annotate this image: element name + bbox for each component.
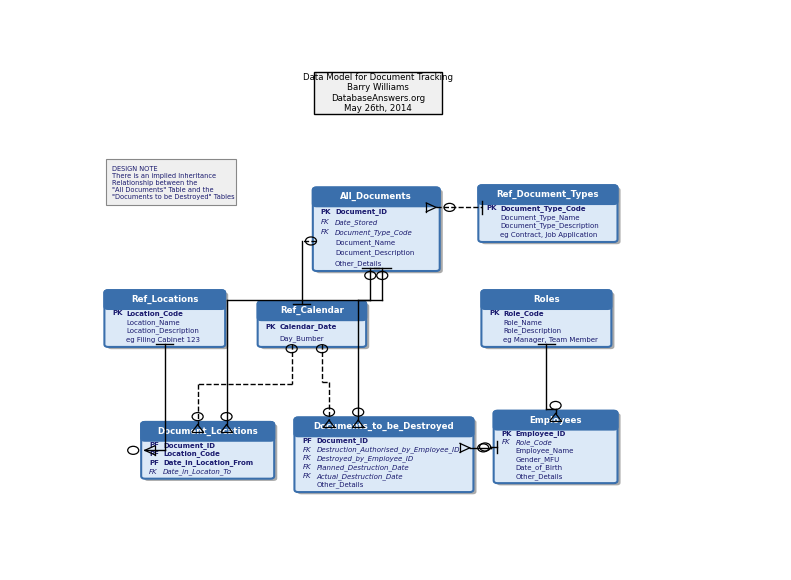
Text: FK: FK xyxy=(302,464,311,470)
Text: FK: FK xyxy=(302,447,311,452)
Text: Data Model for Document Tracking
Barry Williams
DatabaseAnswers.org
May 26th, 20: Data Model for Document Tracking Barry W… xyxy=(303,73,452,113)
Text: PK: PK xyxy=(266,324,276,330)
FancyBboxPatch shape xyxy=(482,187,621,244)
FancyBboxPatch shape xyxy=(261,303,369,349)
Text: Document_Description: Document_Description xyxy=(335,249,414,256)
Text: Location_Code: Location_Code xyxy=(127,310,184,317)
Text: PF: PF xyxy=(149,460,159,466)
Text: All_Documents: All_Documents xyxy=(340,193,412,201)
Text: FK: FK xyxy=(321,219,329,225)
FancyBboxPatch shape xyxy=(482,290,611,347)
Text: Document_Type_Name: Document_Type_Name xyxy=(501,214,580,220)
Text: Role_Code: Role_Code xyxy=(504,310,544,317)
Text: Actual_Destruction_Date: Actual_Destruction_Date xyxy=(316,473,403,480)
FancyBboxPatch shape xyxy=(297,420,476,494)
Text: Gender_MFU: Gender_MFU xyxy=(516,456,560,463)
FancyBboxPatch shape xyxy=(258,302,366,320)
Text: Role_Name: Role_Name xyxy=(504,319,543,325)
FancyBboxPatch shape xyxy=(108,292,229,349)
Text: Ref_Document_Types: Ref_Document_Types xyxy=(497,190,599,199)
FancyBboxPatch shape xyxy=(497,413,621,485)
FancyBboxPatch shape xyxy=(141,422,274,478)
FancyBboxPatch shape xyxy=(316,190,443,273)
Text: Employees: Employees xyxy=(529,416,582,425)
FancyBboxPatch shape xyxy=(141,422,274,441)
Text: Date_of_Birth: Date_of_Birth xyxy=(516,465,563,471)
Text: PF: PF xyxy=(149,451,159,457)
Text: FK: FK xyxy=(302,455,311,462)
Text: Location_Code: Location_Code xyxy=(163,451,220,458)
Text: Document_Locations: Document_Locations xyxy=(157,427,258,436)
Text: eg Filing Cabinet 123: eg Filing Cabinet 123 xyxy=(127,337,200,343)
Text: Role_Description: Role_Description xyxy=(504,328,562,335)
Text: Role_Code: Role_Code xyxy=(516,439,552,445)
Text: Other_Details: Other_Details xyxy=(335,260,382,267)
Text: Document_ID: Document_ID xyxy=(316,437,369,444)
Text: Ref_Calendar: Ref_Calendar xyxy=(280,306,344,316)
Text: Location_Name: Location_Name xyxy=(127,319,180,325)
Text: Date_Stored: Date_Stored xyxy=(335,219,378,226)
Text: Calendar_Date: Calendar_Date xyxy=(280,323,337,330)
FancyBboxPatch shape xyxy=(479,185,618,242)
Text: PK: PK xyxy=(490,310,500,316)
Text: FK: FK xyxy=(321,229,329,235)
Text: Location_Description: Location_Description xyxy=(127,328,199,335)
FancyBboxPatch shape xyxy=(484,292,615,349)
FancyBboxPatch shape xyxy=(312,187,440,271)
FancyBboxPatch shape xyxy=(482,290,611,309)
Text: Document_Type_Code: Document_Type_Code xyxy=(501,205,586,212)
Text: Destruction_Authorised_by_Employee_ID: Destruction_Authorised_by_Employee_ID xyxy=(316,446,460,453)
Text: Roles: Roles xyxy=(533,295,560,304)
FancyBboxPatch shape xyxy=(494,411,618,430)
Text: Planned_Destruction_Date: Planned_Destruction_Date xyxy=(316,464,409,471)
Text: Document_Name: Document_Name xyxy=(335,240,395,246)
Text: DESIGN NOTE
There is an implied Inheritance
Relationship between the
"All Docume: DESIGN NOTE There is an implied Inherita… xyxy=(112,166,235,200)
Text: PK: PK xyxy=(321,209,331,215)
Text: Employee_Name: Employee_Name xyxy=(516,447,574,454)
FancyBboxPatch shape xyxy=(144,424,278,481)
FancyBboxPatch shape xyxy=(494,411,618,483)
Text: PF: PF xyxy=(149,442,159,448)
Text: Day_Bumber: Day_Bumber xyxy=(280,335,324,342)
Text: PK: PK xyxy=(501,431,512,437)
FancyBboxPatch shape xyxy=(104,290,225,347)
Text: Other_Details: Other_Details xyxy=(316,481,364,488)
Text: Employee_ID: Employee_ID xyxy=(516,430,566,437)
Text: eg Contract, Job Application: eg Contract, Job Application xyxy=(501,232,598,238)
FancyBboxPatch shape xyxy=(314,72,441,114)
Text: Document_Type_Description: Document_Type_Description xyxy=(501,223,599,230)
Text: FK: FK xyxy=(149,469,157,474)
Text: Ref_Locations: Ref_Locations xyxy=(131,295,199,304)
FancyBboxPatch shape xyxy=(294,418,474,492)
FancyBboxPatch shape xyxy=(258,302,366,347)
Text: PF: PF xyxy=(302,438,312,444)
Text: Document_ID: Document_ID xyxy=(163,441,215,448)
Text: Documents_to_be_Destroyed: Documents_to_be_Destroyed xyxy=(313,422,454,432)
FancyBboxPatch shape xyxy=(106,160,237,205)
Text: Date_in_Location_From: Date_in_Location_From xyxy=(163,459,253,466)
FancyBboxPatch shape xyxy=(294,418,474,436)
Text: PK: PK xyxy=(486,205,497,211)
Text: Other_Details: Other_Details xyxy=(516,473,563,480)
Text: Document_Type_Code: Document_Type_Code xyxy=(335,229,413,236)
FancyBboxPatch shape xyxy=(479,185,618,204)
FancyBboxPatch shape xyxy=(104,290,225,309)
FancyBboxPatch shape xyxy=(312,187,440,206)
Text: FK: FK xyxy=(302,473,311,479)
Text: Date_in_Locaton_To: Date_in_Locaton_To xyxy=(163,468,233,475)
Text: FK: FK xyxy=(501,439,510,445)
Text: Destroyed_by_Employee_ID: Destroyed_by_Employee_ID xyxy=(316,455,414,462)
Text: PK: PK xyxy=(112,310,123,316)
Text: eg Manager, Team Member: eg Manager, Team Member xyxy=(504,337,598,343)
Text: Document_ID: Document_ID xyxy=(335,208,387,215)
